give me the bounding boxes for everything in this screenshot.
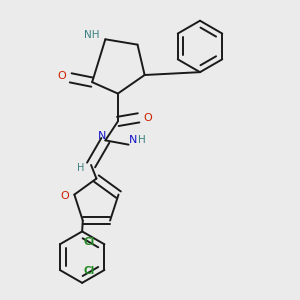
Text: H: H: [138, 135, 146, 146]
Text: NH: NH: [84, 30, 100, 40]
Text: N: N: [98, 131, 106, 141]
Text: H: H: [77, 163, 84, 173]
Text: N: N: [129, 135, 137, 145]
Text: O: O: [61, 191, 69, 201]
Text: O: O: [57, 71, 66, 81]
Text: Cl: Cl: [84, 266, 95, 276]
Text: Cl: Cl: [84, 237, 95, 247]
Text: O: O: [143, 113, 152, 123]
